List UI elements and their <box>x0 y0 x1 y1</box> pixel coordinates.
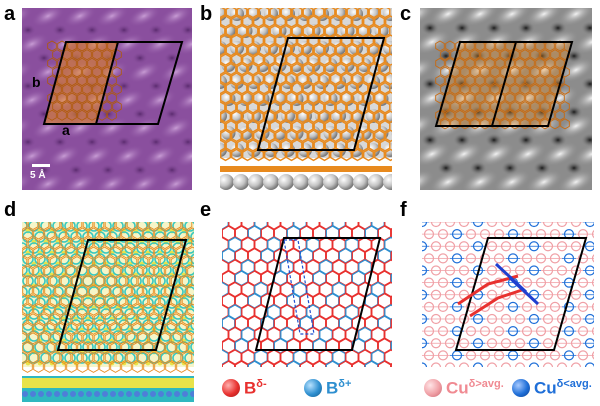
panel-letter-d: d <box>4 199 17 221</box>
panel-letter-e: e <box>200 199 212 221</box>
legend-cu-below-avg: Cuδ<avg. <box>512 378 592 399</box>
charge-density-svg <box>22 222 194 402</box>
panel-letter-c: c <box>400 3 412 25</box>
stm-purple-svg <box>22 8 192 190</box>
red-sphere-icon <box>222 379 240 398</box>
panel-letter-a: a <box>4 3 16 25</box>
boron-charge-svg <box>222 222 392 367</box>
copper-charge-svg <box>422 222 594 367</box>
panel-b-atomic-model <box>220 8 392 190</box>
legend-b-minus: Bδ- <box>222 378 267 399</box>
panel-a-stm-image: b a 5 Å <box>22 8 192 190</box>
panel-f-copper-charge <box>422 222 594 367</box>
legend-cu-gt-base: Cu <box>446 378 469 398</box>
legend-b-minus-sup: δ- <box>256 378 267 390</box>
legend-b-plus-sup: δ+ <box>338 378 352 390</box>
legend-b-minus-base: B <box>244 378 257 398</box>
panel-letter-f: f <box>400 199 407 221</box>
legend-cu-above-avg: Cuδ>avg. <box>424 378 504 399</box>
blue-sphere-icon <box>304 379 322 398</box>
panel-letter-b: b <box>200 3 213 25</box>
simulated-stm-svg <box>420 8 592 190</box>
legend-b-plus-base: B <box>326 378 339 398</box>
legend-cu-lt-base: Cu <box>534 378 557 398</box>
legend-cu-gt-sup: δ>avg. <box>468 378 504 390</box>
lattice-vector-b-label: b <box>32 74 41 90</box>
legend-cu-lt-sup: δ<avg. <box>556 378 592 390</box>
lattice-vector-a-label: a <box>62 122 70 138</box>
dark-blue-sphere-icon <box>512 379 530 398</box>
panel-d-charge-density <box>22 222 194 402</box>
atomic-model-svg <box>220 8 392 190</box>
panel-c-simulated-stm <box>420 8 592 190</box>
legend-b-plus: Bδ+ <box>304 378 351 399</box>
panel-e-boron-charge <box>222 222 392 367</box>
scale-bar-label: 5 Å <box>30 170 46 181</box>
pink-sphere-icon <box>424 379 442 398</box>
